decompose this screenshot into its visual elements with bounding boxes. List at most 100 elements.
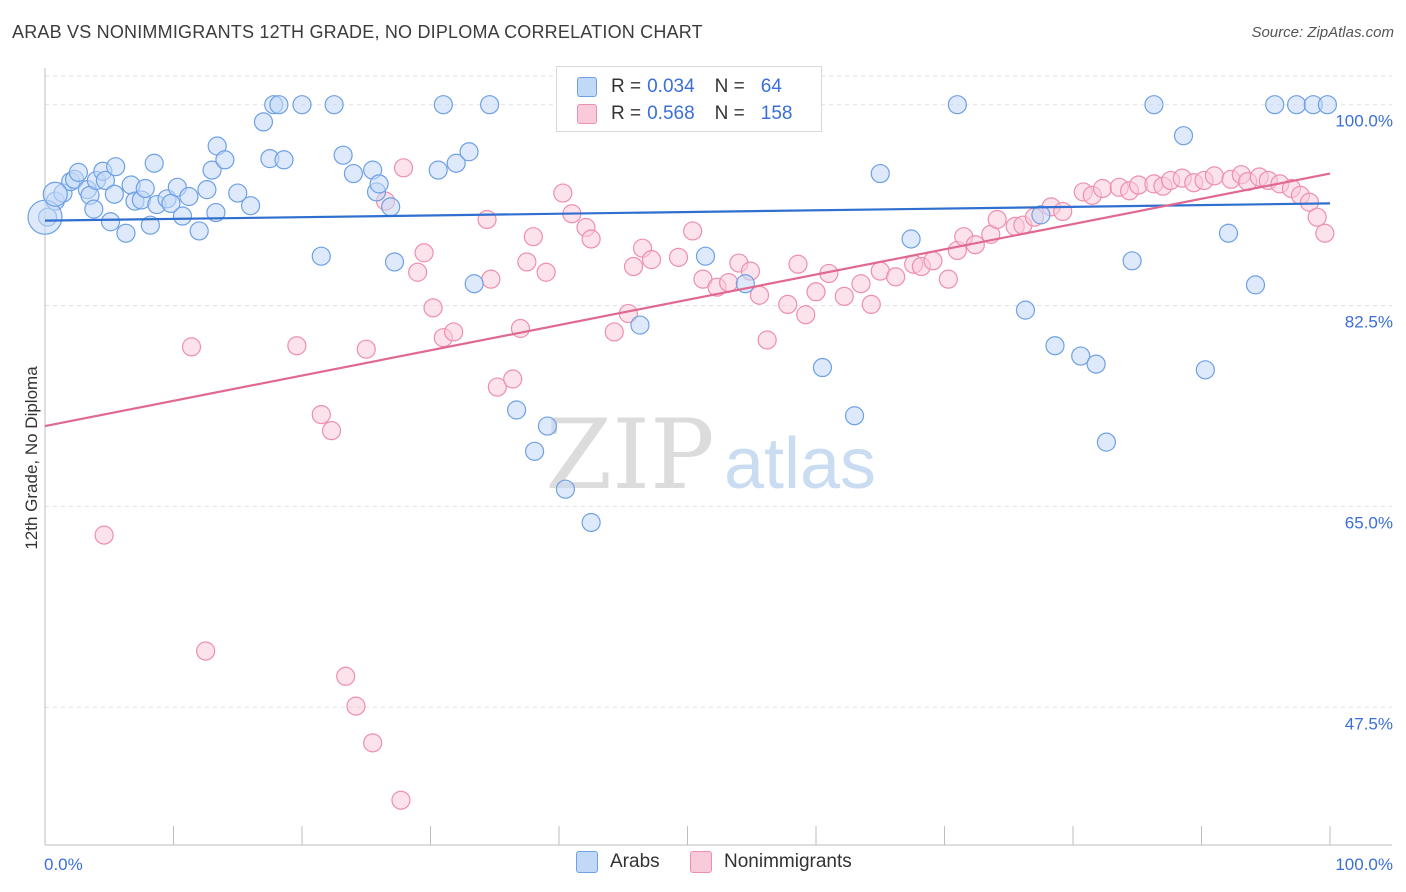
arabs-point [695, 246, 716, 266]
arabs-r-value: 0.034 [647, 76, 695, 97]
nonimmigrants-legend-label: Nonimmigrants [724, 851, 852, 872]
arabs-point [384, 252, 405, 272]
arabs-point [144, 153, 164, 173]
n-label: N = [714, 76, 745, 97]
arabs-point [140, 215, 160, 235]
arabs-point [269, 95, 289, 115]
nonimmigrants-point [287, 336, 307, 356]
nonimmigrants-point [1307, 207, 1327, 227]
nonimmigrants-point [414, 243, 434, 263]
nonimmigrants-point [363, 733, 383, 753]
nonimmigrants-point [393, 158, 414, 178]
arabs-point [333, 145, 353, 165]
arabs-point [172, 206, 193, 226]
arabs-point [42, 181, 68, 207]
nonimmigrants-point [517, 252, 537, 272]
arabs-point [292, 95, 312, 115]
arabs-point [433, 95, 453, 115]
trendlines [44, 172, 1331, 428]
arabs-point [446, 153, 466, 173]
nonimmigrants-point [796, 305, 816, 325]
nonimmigrants-point [477, 209, 497, 230]
arabs-point [947, 95, 967, 115]
legend-row-nonimmigrants: R = 0.568 N = 158 [577, 101, 792, 127]
arabs-points [27, 95, 1338, 533]
arabs-point [630, 315, 650, 335]
arabs-point [215, 150, 235, 170]
y-tick-label: 100.0% [1335, 112, 1393, 131]
arabs-point [202, 160, 222, 180]
y-tick-label: 82.5% [1345, 313, 1393, 332]
nonimmigrants-point [604, 322, 624, 342]
nonimmigrants-point [851, 274, 871, 294]
arabs-point [189, 221, 209, 241]
arabs-point [1122, 251, 1142, 271]
tick-labels: 100.0% 82.5% 65.0% 47.5% 0.0% 100.0% 12th Grad… [22, 112, 1393, 874]
arabs-point [95, 170, 115, 191]
nonimmigrants-trendline [44, 172, 1331, 428]
nonimmigrants-point [757, 330, 777, 350]
arabs-point [324, 95, 344, 115]
nonimmigrants-point [481, 269, 501, 289]
nonimmigrants-point [346, 696, 366, 716]
x-tick-label: 100.0% [1335, 855, 1393, 874]
arabs-point [1245, 275, 1266, 295]
arabs-point [1096, 432, 1117, 452]
series-legend: Arabs Nonimmigrants [0, 851, 1406, 877]
n-label: N = [714, 103, 745, 124]
arabs-point [428, 160, 448, 180]
arabs-point [480, 95, 500, 115]
arabs-point [581, 512, 601, 533]
nonimmigrants-point [311, 404, 331, 425]
nonimmigrants-legend-swatch [690, 851, 712, 873]
nonimmigrants-n-value: 158 [760, 103, 793, 124]
arabs-point [84, 199, 104, 219]
stats-legend: R = 0.034 N = 64 R = 0.568 N = 158 [556, 66, 822, 132]
arabs-point [1265, 95, 1285, 115]
y-axis-title: 12th Grade, No Diploma [22, 366, 41, 550]
nonimmigrants-point [444, 322, 464, 342]
arabs-point [241, 196, 261, 216]
nonimmigrants-point [623, 256, 644, 277]
x-tick-label: 0.0% [44, 855, 83, 874]
nonimmigrants-point [668, 247, 689, 267]
legend-item-arabs[interactable]: Arabs [576, 851, 660, 873]
arabs-n-value: 64 [760, 76, 782, 97]
arabs-point [116, 223, 136, 243]
arabs-point [870, 163, 890, 184]
arabs-point [1015, 300, 1036, 320]
arabs-point [135, 178, 155, 199]
arabs-legend-swatch [576, 851, 598, 873]
r-label: R = [611, 103, 642, 124]
chart-title: ARAB VS NONIMMIGRANTS 12TH GRADE, NO DIP… [12, 22, 703, 42]
nonimmigrants-point [641, 250, 662, 270]
arabs-point [253, 112, 274, 132]
arabs-point [104, 184, 124, 204]
nonimmigrants-point [321, 421, 342, 441]
arabs-point [197, 180, 217, 200]
arabs-point [1144, 95, 1164, 115]
nonimmigrants-point [391, 790, 411, 810]
arabs-point [369, 174, 389, 194]
arabs-point [179, 186, 199, 207]
nonimmigrants-point [719, 272, 739, 293]
arabs-point [381, 197, 401, 217]
arabs-point [1086, 354, 1106, 374]
arabs-point [1071, 346, 1091, 366]
arabs-point [100, 212, 121, 232]
nonimmigrants-swatch [577, 104, 597, 124]
nonimmigrants-point [1315, 223, 1335, 243]
nonimmigrants-point [423, 298, 443, 318]
nonimmigrants-point [778, 294, 798, 315]
arabs-trendline [44, 202, 1331, 222]
nonimmigrants-point [553, 183, 573, 203]
arabs-point [459, 142, 479, 162]
arabs-point [506, 400, 527, 420]
nonimmigrants-point [487, 377, 507, 397]
legend-item-nonimmigrants[interactable]: Nonimmigrants [690, 851, 852, 873]
arabs-legend-label: Arabs [610, 851, 660, 872]
arabs-point [1045, 336, 1065, 356]
nonimmigrants-point [94, 525, 114, 545]
nonimmigrants-point [336, 666, 356, 686]
